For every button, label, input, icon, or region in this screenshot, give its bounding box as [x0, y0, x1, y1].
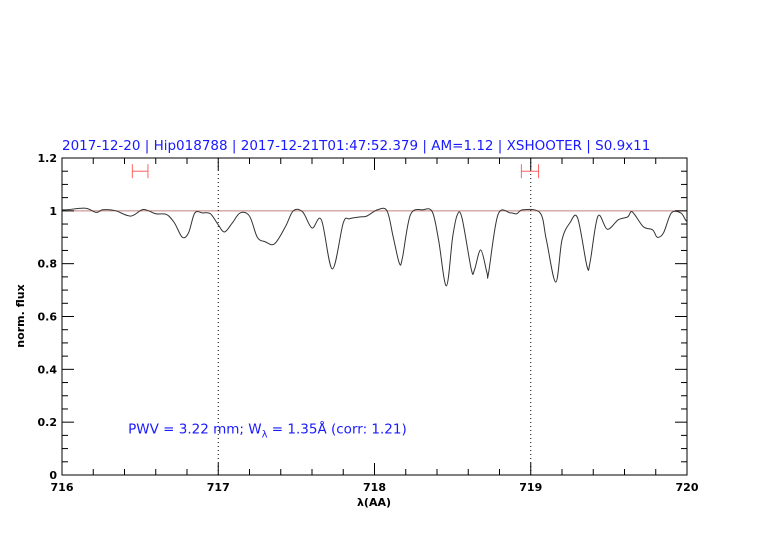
- x-tick-label: 717: [207, 481, 230, 494]
- y-axis-label: norm. flux: [14, 284, 27, 347]
- x-tick-label: 719: [519, 481, 542, 494]
- y-tick-label: 0.8: [38, 258, 58, 271]
- x-tick-label: 716: [51, 481, 74, 494]
- spectrum-line: [61, 207, 688, 287]
- x-axis-label: λ(AA): [357, 496, 391, 509]
- y-tick-label: 0.4: [38, 363, 58, 376]
- y-tick-label: 0: [49, 469, 57, 482]
- pwv-annotation: PWV = 3.22 mm; Wλ = 1.35Å (corr: 1.21): [128, 420, 407, 440]
- chart-title: 2017-12-20 | Hip018788 | 2017-12-21T01:4…: [62, 138, 650, 154]
- y-tick-label: 0.6: [38, 311, 58, 324]
- y-tick-label: 1.2: [38, 152, 58, 165]
- y-tick-label: 1: [49, 205, 57, 218]
- x-tick-label: 718: [363, 481, 386, 494]
- y-tick-label: 0.2: [38, 416, 58, 429]
- x-tick-label: 720: [676, 481, 699, 494]
